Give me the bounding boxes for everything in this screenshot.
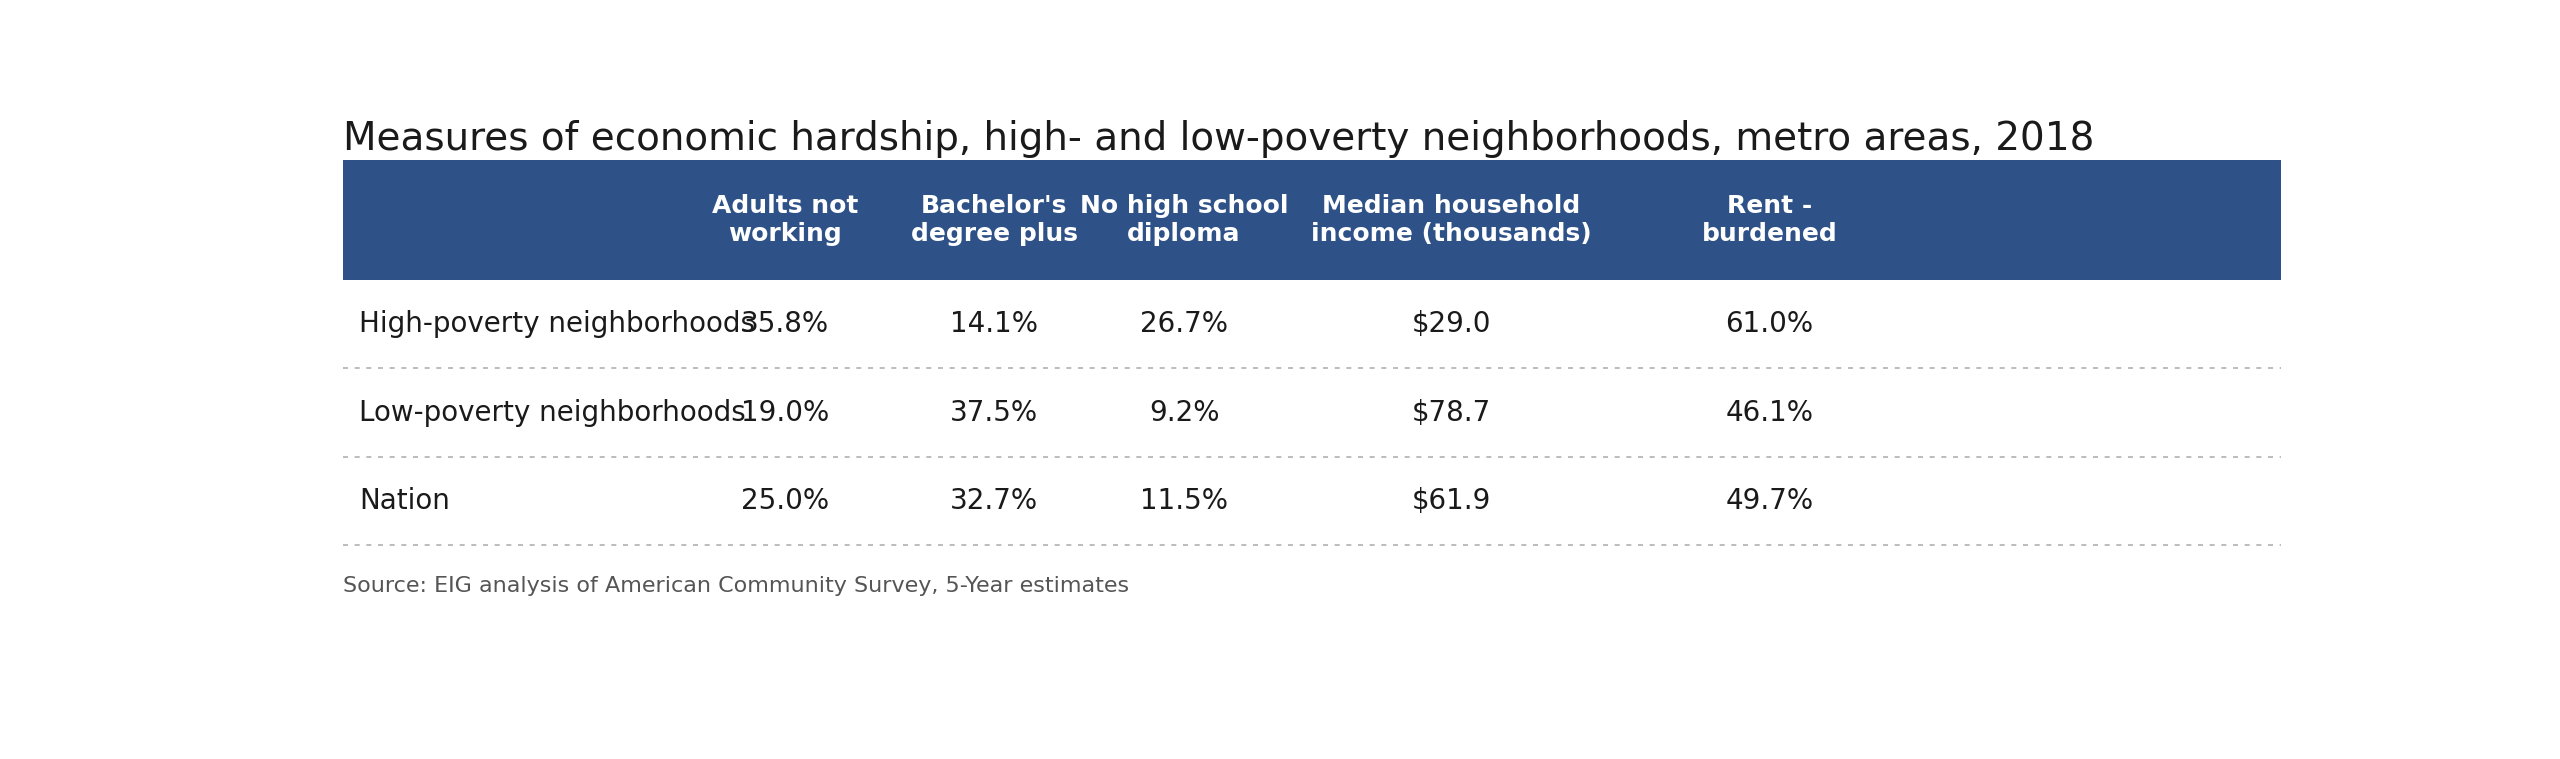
Text: Adults not
working: Adults not working: [712, 194, 858, 246]
Text: No high school
diploma: No high school diploma: [1080, 194, 1288, 246]
Text: 19.0%: 19.0%: [740, 398, 829, 427]
Text: $61.9: $61.9: [1411, 487, 1490, 515]
Text: Low-poverty neighborhoods: Low-poverty neighborhoods: [358, 398, 745, 427]
Text: High-poverty neighborhoods: High-poverty neighborhoods: [358, 310, 755, 338]
Text: Rent -
burdened: Rent - burdened: [1702, 194, 1838, 246]
Text: 37.5%: 37.5%: [950, 398, 1039, 427]
Text: 25.0%: 25.0%: [740, 487, 829, 515]
Text: Bachelor's
degree plus: Bachelor's degree plus: [911, 194, 1078, 246]
Text: Median household
income (thousands): Median household income (thousands): [1311, 194, 1592, 246]
Text: $78.7: $78.7: [1413, 398, 1490, 427]
Text: 46.1%: 46.1%: [1725, 398, 1812, 427]
Text: 9.2%: 9.2%: [1149, 398, 1219, 427]
Text: 26.7%: 26.7%: [1139, 310, 1229, 338]
Text: 61.0%: 61.0%: [1725, 310, 1812, 338]
Text: 49.7%: 49.7%: [1725, 487, 1812, 515]
Text: $29.0: $29.0: [1411, 310, 1492, 338]
Text: 32.7%: 32.7%: [950, 487, 1039, 515]
Bar: [343, 160, 2281, 280]
Text: Measures of economic hardship, high- and low-poverty neighborhoods, metro areas,: Measures of economic hardship, high- and…: [343, 121, 2094, 159]
Text: Source: EIG analysis of American Community Survey, 5-Year estimates: Source: EIG analysis of American Communi…: [343, 576, 1129, 596]
Text: 35.8%: 35.8%: [740, 310, 829, 338]
Text: 14.1%: 14.1%: [950, 310, 1039, 338]
Text: 11.5%: 11.5%: [1139, 487, 1229, 515]
Text: Nation: Nation: [358, 487, 451, 515]
